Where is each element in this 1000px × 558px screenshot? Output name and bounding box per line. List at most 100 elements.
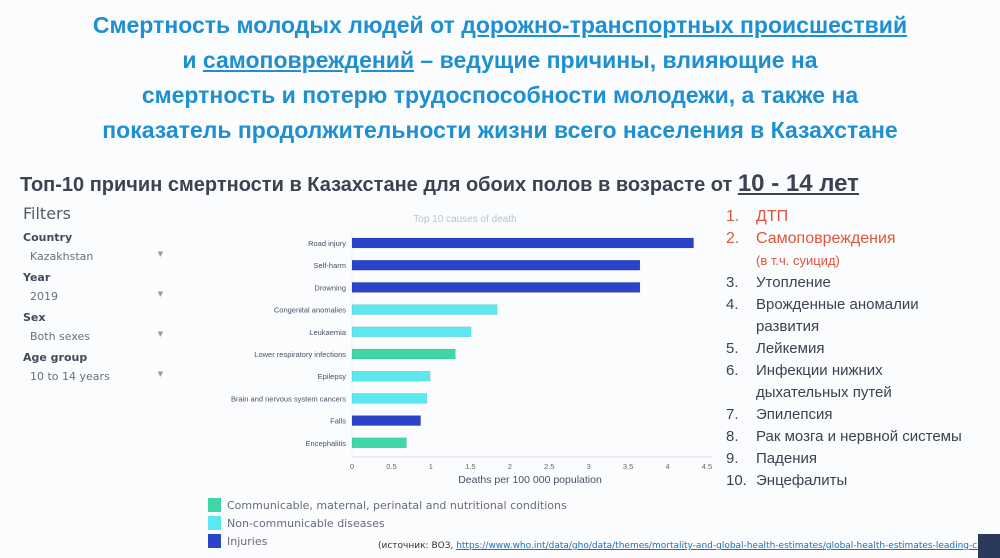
ranking-number: 3.: [726, 274, 739, 291]
title-text: смертность и потерю трудоспособности мол…: [141, 82, 859, 108]
source-link[interactable]: https://www.who.int/data/gho/data/themes…: [456, 541, 1000, 551]
ranking-item: 6. Инфекции нижних: [726, 360, 962, 382]
ranking-text-cont: дыхательных путей: [756, 384, 892, 401]
ranking-text: Врожденные аномалии: [756, 296, 919, 313]
ranking-item: 5. Лейкемия: [726, 338, 962, 360]
bar: [351, 259, 641, 271]
x-tick-label: 2: [508, 462, 512, 471]
ranking-text: Энцефалиты: [756, 472, 848, 489]
filter-value: Both sexes: [30, 330, 91, 343]
bar: [351, 237, 694, 249]
category-label: Self-harm: [313, 261, 346, 270]
ranking-item: 3. Утопление: [726, 272, 962, 294]
ranking-text: Лейкемия: [756, 340, 825, 357]
ranking-item: 1. ДТП: [726, 206, 962, 228]
category-label: Road injury: [308, 239, 346, 248]
chevron-down-icon: ▼: [157, 290, 163, 298]
x-tick-label: 3: [587, 462, 591, 471]
category-label: Congenital anomalies: [274, 306, 346, 315]
filters-panel: Filters Country Kazakhstan ▼ Year 2019 ▼ Sex…: [23, 204, 168, 383]
legend-swatch: [208, 516, 221, 530]
source-prefix: (источник: ВОЗ,: [378, 541, 457, 551]
category-label: Epilepsy: [318, 372, 347, 381]
filter-select[interactable]: 10 to 14 years ▼: [23, 364, 168, 383]
bar: [351, 393, 428, 404]
ranking-item: 8. Рак мозга и нервной системы: [726, 426, 962, 448]
bar: [351, 370, 431, 382]
ranking-number: 4.: [726, 296, 739, 313]
filter-label: Country: [23, 231, 73, 244]
ranking-number: 1.: [726, 208, 740, 225]
category-label: Brain and nervous system cancers: [231, 394, 346, 403]
legend-item: Non-communicable diseases: [208, 514, 567, 532]
filter-label: Year: [23, 271, 51, 284]
category-label: Encephalitis: [306, 439, 347, 448]
x-tick-label: 4.5: [702, 462, 712, 471]
filter-label: Age group: [23, 351, 88, 364]
ranking-number: 7.: [726, 406, 739, 423]
title-text: и: [182, 47, 203, 73]
ranking-item: 9. Падения: [726, 448, 962, 470]
ranking-text-cont: развития: [756, 318, 820, 335]
filter-value: Kazakhstan: [30, 250, 94, 263]
title-road-accidents: дорожно-транспортных происшествий: [461, 12, 908, 38]
ranking-number: 5.: [726, 340, 739, 357]
bar: [351, 304, 498, 315]
ranking-text: ДТП: [756, 208, 789, 225]
title-text: Смертность молодых людей от: [92, 12, 462, 38]
category-label: Falls: [330, 417, 346, 426]
ranking-number: 9.: [726, 450, 739, 467]
subtitle-text: Топ-10 причин смертности в Казахстане дл…: [20, 174, 738, 196]
ranking-number: 6.: [726, 362, 739, 379]
source-note: (источник: ВОЗ, https://www.who.int/data…: [378, 541, 1000, 551]
ranking-number: 8.: [726, 428, 739, 445]
title-text: показатель продолжительности жизни всего…: [102, 117, 898, 143]
bar: [351, 326, 472, 338]
legend-swatch: [208, 498, 221, 512]
filters-heading: Filters: [23, 204, 71, 223]
bar-chart: Top 10 causes of death Road injury Self-ha…: [231, 214, 712, 486]
chart-subtitle: Топ-10 причин смертности в Казахстане дл…: [20, 170, 859, 198]
x-axis-label: Deaths per 100 000 population: [458, 474, 602, 486]
category-label: Drowning: [314, 283, 346, 292]
x-tick-label: 0.5: [386, 462, 396, 471]
legend-label: Non-communicable diseases: [227, 516, 385, 530]
filter-value: 10 to 14 years: [30, 370, 110, 383]
legend-item: Injuries: [208, 532, 567, 550]
ranking-text: Рак мозга и нервной системы: [756, 428, 962, 445]
legend-label: Injuries: [227, 534, 268, 548]
bar: [351, 415, 421, 426]
filter-select[interactable]: Both sexes ▼: [23, 324, 168, 343]
title-self-harm: самоповреждений: [202, 47, 415, 73]
ranking-item: 7. Эпилепсия: [726, 404, 962, 426]
slide-title: Смертность молодых людей от дорожно-тран…: [0, 8, 1000, 148]
chevron-down-icon: ▼: [157, 370, 163, 378]
ranking-item: 2. Самоповреждения: [726, 228, 962, 250]
filter-select[interactable]: Kazakhstan ▼: [23, 244, 168, 263]
chart-title: Top 10 causes of death: [413, 214, 516, 225]
category-label: Leukaemia: [309, 328, 347, 337]
ranking-text: Падения: [756, 450, 818, 467]
chevron-down-icon: ▼: [157, 250, 163, 258]
filter-select[interactable]: 2019 ▼: [23, 284, 168, 303]
legend-label: Communicable, maternal, perinatal and nu…: [227, 498, 567, 512]
x-tick-label: 1: [429, 462, 433, 471]
title-text: – ведущие причины, влияющие на: [414, 47, 818, 73]
ranking-text: Эпилепсия: [756, 406, 833, 423]
x-tick-label: 2.5: [544, 462, 554, 471]
corner-logo: [978, 534, 1000, 558]
chart-legend: Communicable, maternal, perinatal and nu…: [208, 496, 567, 550]
x-tick-label: 1.5: [465, 462, 475, 471]
bar: [351, 437, 407, 449]
x-tick-label: 3.5: [623, 462, 633, 471]
filter-value: 2019: [30, 290, 58, 303]
x-tick-label: 0: [350, 462, 354, 471]
chevron-down-icon: ▼: [157, 330, 163, 338]
ranking-text: Утопление: [756, 274, 831, 291]
ranking-number: 10.: [726, 472, 747, 489]
ranking-list: 1. ДТП 2. Самоповреждения (в т.ч. суицид) 3. У…: [726, 206, 962, 492]
ranking-text: Самоповреждения: [756, 230, 896, 247]
ranking-text: Инфекции нижних: [756, 362, 883, 379]
bar: [351, 348, 456, 360]
ranking-item: 10. Энцефалиты: [726, 470, 962, 492]
